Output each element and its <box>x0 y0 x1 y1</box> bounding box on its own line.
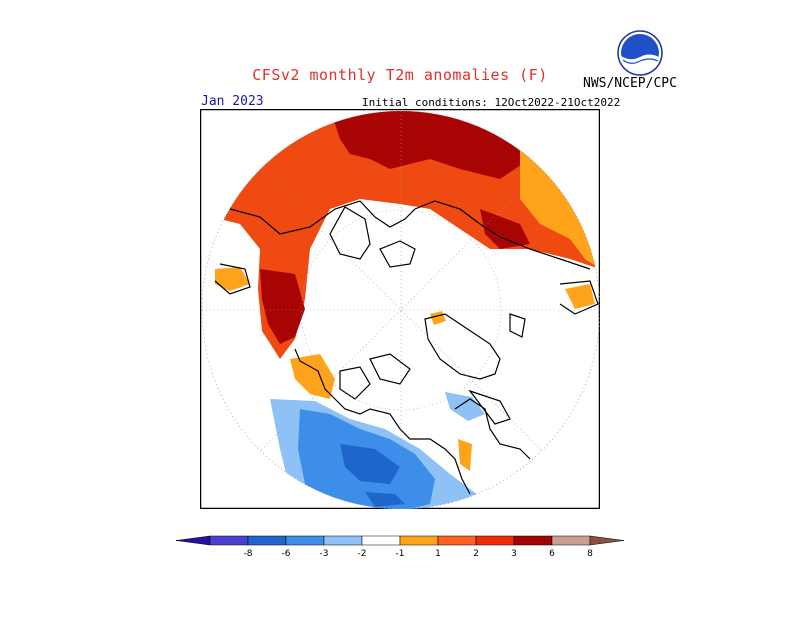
moderate-warm-region-2 <box>215 267 250 291</box>
colorbar-swatch <box>437 535 477 546</box>
noaa-logo-icon <box>617 30 663 76</box>
colorbar-label: 2 <box>473 549 479 559</box>
initial-conditions: Initial conditions: 12Oct2022-21Oct2022 <box>362 96 621 109</box>
hot-anomaly-region-2 <box>480 209 530 249</box>
moderate-warm-region-3 <box>290 354 335 399</box>
map-title: CFSv2 monthly T2m anomalies (F) <box>252 66 548 84</box>
colorbar-swatch <box>285 535 325 546</box>
cool-anomaly-region-2 <box>445 392 485 421</box>
colorbar-arrow-low <box>175 535 211 546</box>
colorbar-swatch <box>361 535 401 546</box>
colorbar-label: -2 <box>358 549 367 559</box>
colorbar-label: 1 <box>435 549 441 559</box>
colder-anomaly-region <box>340 444 400 484</box>
colorbar-arrow-high <box>589 535 625 546</box>
polar-anomaly-map <box>200 109 600 509</box>
colorbar-label: 3 <box>511 549 517 559</box>
colorbar-label: -3 <box>320 549 329 559</box>
hot-anomaly-region-3 <box>260 269 305 344</box>
colorbar-swatch <box>209 535 249 546</box>
agency-label: NWS/NCEP/CPC <box>583 76 677 91</box>
moderate-warm-region-6 <box>458 439 472 471</box>
colorbar-label: 8 <box>587 549 593 559</box>
colorbar-label: -8 <box>244 549 253 559</box>
moderate-warm-region-5 <box>565 284 595 309</box>
colorbar-swatch <box>247 535 287 546</box>
colorbar-swatch <box>551 535 591 546</box>
colorbar: -8 -6 -3 -2 -1 1 2 3 6 8 <box>175 535 625 559</box>
colorbar-label: -1 <box>396 549 405 559</box>
colorbar-label: -6 <box>282 549 291 559</box>
colorbar-swatch <box>475 535 515 546</box>
colorbar-swatch <box>399 535 439 546</box>
colder-anomaly-region-2 <box>365 492 405 507</box>
moderate-warm-region <box>520 149 600 269</box>
colorbar-swatch <box>323 535 363 546</box>
forecast-month: Jan 2023 <box>201 94 264 109</box>
colorbar-label: 6 <box>549 549 555 559</box>
colorbar-swatch <box>513 535 553 546</box>
